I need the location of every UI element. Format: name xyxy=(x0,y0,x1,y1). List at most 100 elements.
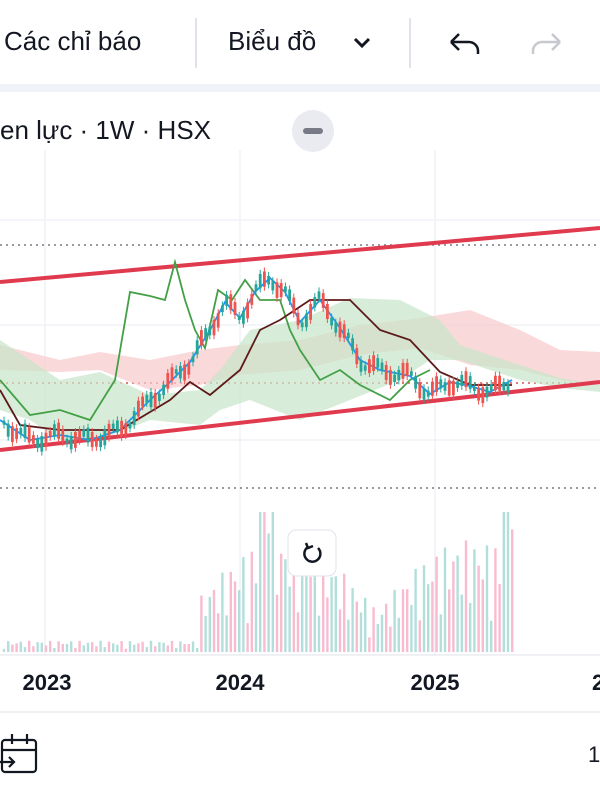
candle-body xyxy=(204,328,207,338)
volume-bar xyxy=(271,512,274,652)
undo-button[interactable] xyxy=(450,33,480,54)
candle-body xyxy=(321,293,325,308)
candle-body xyxy=(401,362,405,379)
volume-bar xyxy=(359,612,363,652)
toolbar xyxy=(0,0,600,84)
volume-bar xyxy=(511,529,514,652)
volume-bar xyxy=(460,594,463,652)
volume-bar xyxy=(259,512,262,652)
volume-bar xyxy=(154,646,157,652)
chart-type-button[interactable]: Biểu đồ xyxy=(228,26,316,56)
candle-body xyxy=(292,297,296,314)
x-tick-label: 2024 xyxy=(216,670,266,695)
dropdown-chevron[interactable] xyxy=(353,37,371,49)
volume-bar xyxy=(355,601,358,652)
candle-body xyxy=(57,422,60,439)
candle-body xyxy=(258,273,262,289)
volume-bar xyxy=(280,553,283,652)
indicators-button[interactable]: Các chỉ báo xyxy=(4,26,141,56)
candle-body xyxy=(19,427,23,435)
candle-body xyxy=(393,374,396,382)
candle-body xyxy=(170,367,174,381)
volume-bar xyxy=(254,583,258,652)
candle-body xyxy=(86,427,90,443)
volume-bar xyxy=(15,643,18,652)
candle-body xyxy=(431,381,434,396)
volume-bar xyxy=(32,646,35,652)
volume-bar xyxy=(238,590,241,652)
volume-bar xyxy=(397,617,400,652)
candle-body xyxy=(284,286,287,293)
candle-body xyxy=(275,282,279,298)
volume-bar xyxy=(464,540,468,652)
candle-body xyxy=(99,437,102,448)
volume-bar xyxy=(368,637,371,652)
redo-button[interactable] xyxy=(531,33,561,54)
volume-bar xyxy=(196,647,199,652)
candle-body xyxy=(166,372,170,389)
volume-bar xyxy=(305,575,308,652)
volume-bar xyxy=(40,642,43,652)
volume-bar xyxy=(414,568,417,652)
volume-bar xyxy=(347,619,350,652)
volume-bar xyxy=(158,642,161,652)
volume-bar xyxy=(267,533,270,652)
volume-bar xyxy=(82,645,85,652)
collapse-icon xyxy=(303,128,323,134)
volume-bar xyxy=(456,555,459,652)
volume-bar xyxy=(393,589,396,652)
candle-body xyxy=(426,390,430,397)
footer-text: 1 xyxy=(588,742,600,767)
volume-bar xyxy=(170,640,174,652)
candle-body xyxy=(195,340,199,355)
candle-body xyxy=(313,297,317,308)
candle-body xyxy=(11,426,14,443)
volume-bar xyxy=(221,572,224,652)
volume xyxy=(2,512,514,652)
lagging-span xyxy=(0,258,431,422)
candle-body xyxy=(363,365,367,371)
volume-bar xyxy=(263,512,266,652)
candle-body xyxy=(187,363,191,375)
candle-body xyxy=(2,420,6,425)
candle-body xyxy=(384,364,388,381)
candle-body xyxy=(78,430,81,441)
volume-bar xyxy=(506,512,510,652)
candle-body xyxy=(410,371,413,376)
candle-body xyxy=(90,432,94,448)
candle-body xyxy=(128,423,132,429)
volume-bar xyxy=(65,643,69,652)
candle-body xyxy=(15,428,18,440)
volume-bar xyxy=(11,644,14,652)
volume-bar xyxy=(86,642,90,652)
candle-body xyxy=(443,382,447,391)
volume-bar xyxy=(91,642,94,652)
volume-bar xyxy=(95,646,98,652)
candle-body xyxy=(116,420,119,433)
candle-body xyxy=(485,386,489,398)
candle-body xyxy=(279,283,283,298)
candle-body xyxy=(271,281,275,291)
volume-bar xyxy=(229,571,232,652)
candle-body xyxy=(460,374,464,386)
candle-body xyxy=(506,383,510,393)
volume-bar xyxy=(49,640,52,652)
candle-body xyxy=(48,430,52,437)
volume-bar xyxy=(490,620,493,652)
volume-bar xyxy=(250,551,253,652)
volume-bar xyxy=(343,573,346,652)
candle-body xyxy=(359,359,363,372)
candle-body xyxy=(229,294,233,311)
volume-bar xyxy=(7,641,10,652)
volume-bar xyxy=(313,555,316,652)
volume-bar xyxy=(292,542,295,652)
date-range-button[interactable] xyxy=(0,734,38,774)
toolbar-border xyxy=(0,84,600,92)
candle-body xyxy=(376,358,380,368)
candle-body xyxy=(103,429,107,446)
candle-body xyxy=(498,375,501,391)
volume-bar xyxy=(233,581,237,652)
candle-body xyxy=(141,396,144,407)
reset-button[interactable] xyxy=(287,529,337,577)
